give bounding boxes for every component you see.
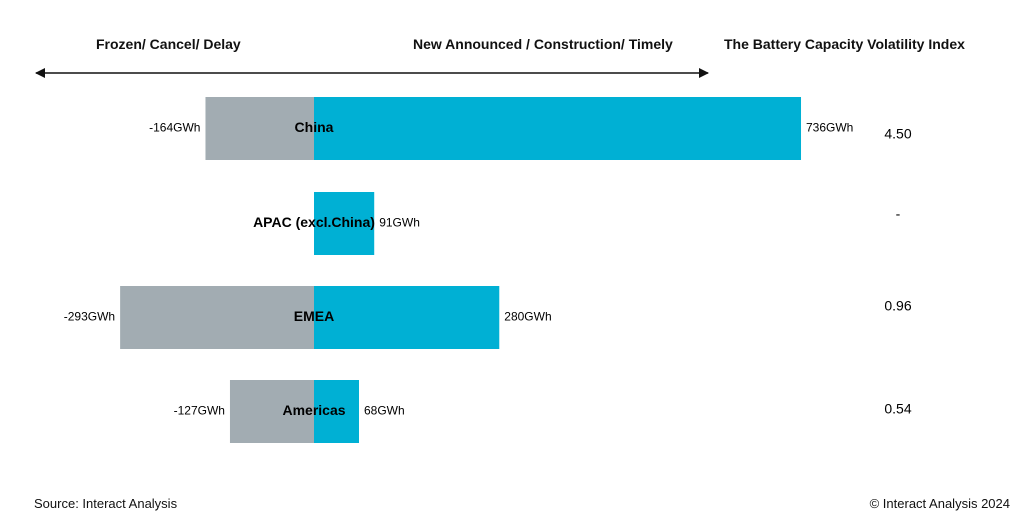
volatility-index-americas: 0.54 — [884, 401, 911, 417]
volatility-index-apac-excl-china: - — [896, 206, 901, 222]
label-positive-apac-excl-china: 91GWh — [379, 216, 420, 230]
label-positive-emea: 280GWh — [504, 310, 551, 324]
region-label-emea: EMEA — [294, 308, 334, 324]
label-negative-china: -164GWh — [149, 121, 200, 135]
volatility-index-china: 4.50 — [884, 126, 911, 142]
bar-negative-americas — [229, 380, 314, 443]
bar-positive-americas — [314, 380, 359, 443]
region-label-americas: Americas — [282, 402, 345, 418]
label-negative-americas: -127GWh — [174, 404, 225, 418]
source-note: Source: Interact Analysis — [34, 496, 178, 511]
label-negative-emea: -293GWh — [64, 310, 115, 324]
copyright-note: © Interact Analysis 2024 — [869, 496, 1010, 511]
bar-negative-emea — [120, 286, 314, 349]
label-positive-china: 736GWh — [806, 121, 853, 135]
header-frozen-cancel-delay: Frozen/ Cancel/ Delay — [96, 36, 241, 52]
bar-negative-china — [205, 97, 314, 160]
region-label-china: China — [295, 119, 334, 135]
volatility-index-emea: 0.96 — [884, 298, 911, 314]
bar-positive-emea — [314, 286, 500, 349]
header-new-announced: New Announced / Construction/ Timely — [413, 36, 673, 52]
label-positive-americas: 68GWh — [364, 404, 405, 418]
region-label-apac-excl-china: APAC (excl.China) — [253, 214, 375, 230]
bar-positive-apac-excl-china — [314, 192, 375, 255]
bar-positive-china — [314, 97, 802, 160]
header-volatility-index: The Battery Capacity Volatility Index — [724, 36, 965, 52]
